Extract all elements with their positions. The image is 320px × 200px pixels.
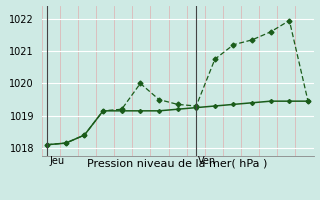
- X-axis label: Pression niveau de la mer( hPa ): Pression niveau de la mer( hPa ): [87, 159, 268, 169]
- Text: Jeu: Jeu: [49, 156, 64, 166]
- Text: Ven: Ven: [198, 156, 216, 166]
